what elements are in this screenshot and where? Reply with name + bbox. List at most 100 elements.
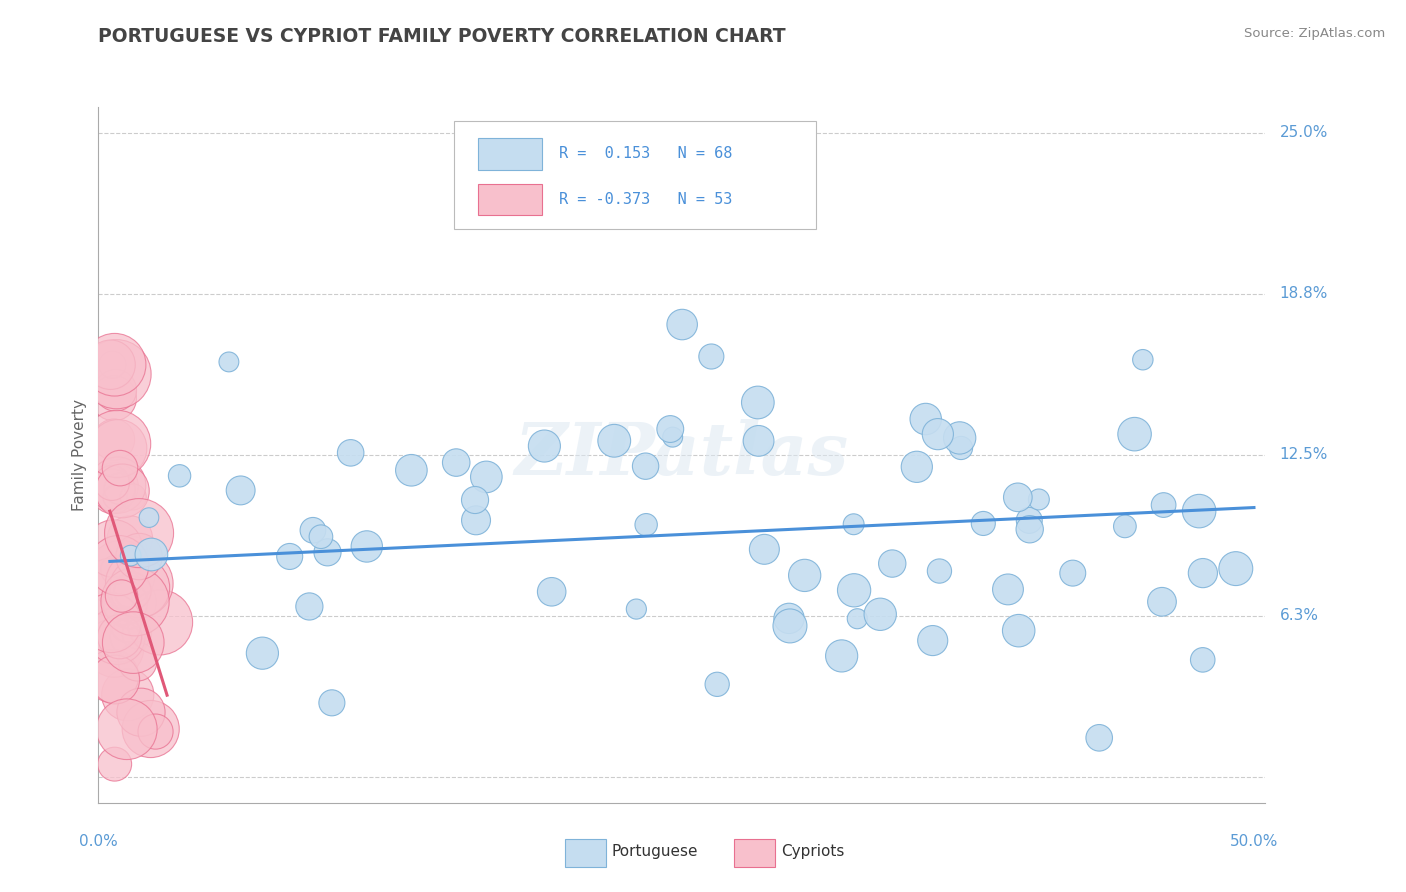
Point [110,567,132,582]
Point [128,549,150,564]
Point [1153,498,1175,512]
Point [1188,504,1211,518]
Point [882,557,904,571]
Point [444,456,467,470]
Point [129,705,152,719]
Y-axis label: Family Poverty: Family Poverty [72,399,87,511]
Point [104,491,127,505]
Point [1018,522,1040,536]
Point [115,723,138,737]
Point [1150,595,1173,609]
Text: 18.8%: 18.8% [1279,286,1327,301]
Point [111,483,134,498]
Point [921,633,943,648]
Bar [565,839,606,867]
Point [104,563,127,577]
Point [101,358,124,372]
Point [108,461,131,475]
Point [302,523,325,537]
Point [475,470,498,484]
Point [169,468,191,483]
Point [842,517,865,532]
Point [298,599,321,614]
Text: 12.5%: 12.5% [1279,448,1327,462]
Point [100,358,122,372]
Point [139,722,162,736]
Point [229,483,252,498]
Point [1018,513,1040,527]
Text: 25.0%: 25.0% [1279,125,1327,140]
Point [120,549,142,563]
Point [101,484,124,499]
Point [114,596,136,610]
Point [100,580,122,594]
Text: R = -0.373   N = 53: R = -0.373 N = 53 [560,192,733,207]
Point [108,482,131,496]
Point [125,627,148,641]
Point [1007,491,1029,505]
Point [869,607,891,622]
Point [103,391,125,405]
Text: Portuguese: Portuguese [612,844,699,859]
Point [124,595,146,609]
Point [997,582,1019,597]
Point [659,422,682,436]
Point [779,619,801,633]
Point [103,541,125,556]
Point [339,446,361,460]
Point [128,576,150,591]
Point [117,618,139,632]
Point [122,635,145,649]
Point [107,558,129,573]
Point [1192,566,1215,580]
Point [118,630,141,644]
Point [905,459,928,474]
Point [540,584,562,599]
Point [914,412,936,426]
Point [117,688,139,702]
Point [927,427,949,442]
Point [634,459,657,474]
Text: R =  0.153   N = 68: R = 0.153 N = 68 [560,146,733,161]
Point [108,630,131,644]
Point [103,479,125,493]
Point [121,583,143,598]
Point [671,318,693,332]
Text: 0.0%: 0.0% [79,834,118,848]
Point [118,532,141,546]
Point [104,383,127,397]
Point [464,493,486,508]
Point [104,673,127,687]
Point [1191,653,1213,667]
Bar [478,184,541,215]
Point [316,545,339,559]
Point [1062,566,1084,581]
Point [1114,519,1136,533]
Text: PORTUGUESE VS CYPRIOT FAMILY POVERTY CORRELATION CHART: PORTUGUESE VS CYPRIOT FAMILY POVERTY COR… [98,27,786,45]
Point [321,696,343,710]
Point [105,367,128,381]
Point [842,583,865,598]
Point [145,724,167,739]
Point [636,517,658,532]
Point [107,478,129,492]
Point [138,510,160,524]
Text: Source: ZipAtlas.com: Source: ZipAtlas.com [1244,27,1385,40]
Point [252,646,274,660]
Point [122,542,145,557]
Point [107,627,129,641]
Point [100,615,122,630]
Point [1008,624,1031,638]
Point [747,395,769,409]
Point [1132,352,1154,367]
Text: 50.0%: 50.0% [1230,834,1278,848]
Point [778,611,800,625]
Point [103,640,125,655]
Point [949,441,972,455]
Point [465,513,488,527]
Point [105,437,128,451]
Point [831,648,853,663]
Point [401,463,423,477]
Point [754,542,776,557]
Point [846,612,869,626]
